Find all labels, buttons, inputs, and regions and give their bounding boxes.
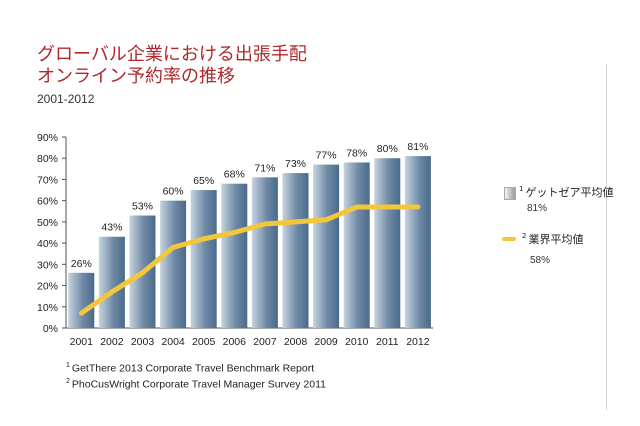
x-tick-label: 2002 (100, 336, 124, 348)
legend-line-value: 58% (530, 255, 551, 266)
bar-value-label: 71% (254, 162, 275, 174)
bar (343, 162, 370, 328)
industry-average-line (78, 204, 421, 316)
bar (282, 173, 309, 328)
x-tick-label: 2006 (223, 336, 247, 348)
bar-value-label: 78% (346, 147, 367, 159)
y-tick-label: 10% (37, 302, 58, 314)
x-tick-label: 2005 (192, 336, 216, 348)
bar-value-label: 60% (163, 186, 184, 198)
legend-line-swatch (502, 237, 516, 241)
bar (374, 158, 401, 328)
x-tick-label: 2004 (161, 336, 185, 348)
x-tick-label: 2011 (376, 336, 399, 348)
chart-title-line-2: オンライン予約率の推移 (37, 66, 235, 87)
bar (404, 156, 431, 328)
x-tick-label: 2008 (284, 336, 308, 348)
bar-value-label: 65% (193, 175, 214, 187)
y-tick-label: 40% (37, 238, 58, 250)
x-tick-label: 2007 (253, 336, 277, 348)
legend-line-sup: 2 (522, 232, 527, 241)
bar-value-label: 80% (377, 143, 398, 155)
bar (190, 190, 217, 328)
legend-line-label: 業界平均値 (528, 233, 584, 246)
bar (68, 272, 95, 328)
bar-value-label: 77% (316, 150, 337, 162)
legend-item-industry: 2 業界平均値 (522, 231, 583, 247)
x-tick-label: 2012 (406, 336, 430, 348)
legend-bar-value: 81% (527, 203, 548, 214)
bar-value-label: 73% (285, 158, 306, 170)
bar-value-label: 81% (407, 141, 428, 153)
chart-subtitle: 2001-2012 (37, 92, 95, 106)
y-tick-label: 20% (37, 281, 58, 293)
x-tick-label: 2009 (314, 336, 338, 348)
source-note-1: 1 GetThere 2013 Corporate Travel Benchmar… (66, 362, 315, 375)
legend-bar-label: ゲットゼア平均値 (525, 186, 614, 199)
y-tick-label: 80% (37, 153, 58, 165)
bar-value-label: 68% (224, 169, 245, 181)
x-tick-label: 2010 (345, 336, 369, 348)
legend-item-getthere: 1 ゲットゼア平均値 (519, 184, 613, 200)
bar (160, 200, 187, 328)
y-tick-label: 70% (37, 174, 58, 186)
y-tick-label: 30% (37, 259, 58, 271)
source-note-2: 2 PhoCusWright Corporate Travel Manager S… (66, 378, 326, 391)
y-tick-label: 50% (37, 217, 58, 229)
x-tick-label: 2001 (70, 336, 94, 348)
y-tick-label: 0% (43, 323, 58, 335)
bar-value-label: 53% (132, 201, 153, 213)
x-tick-label: 2003 (131, 336, 155, 348)
legend-bar-sup: 1 (519, 185, 524, 194)
y-tick-label: 60% (37, 196, 58, 208)
bar-value-label: 43% (101, 222, 122, 234)
bar (251, 177, 278, 328)
legend-bar-swatch (504, 187, 516, 200)
divider-line (606, 64, 607, 410)
bar-value-label: 26% (71, 258, 92, 270)
bar (221, 183, 248, 328)
chart-title-line-1: グローバル企業における出張手配 (37, 44, 307, 65)
bar (313, 164, 340, 328)
bar (98, 236, 125, 328)
y-tick-label: 90% (37, 132, 58, 144)
